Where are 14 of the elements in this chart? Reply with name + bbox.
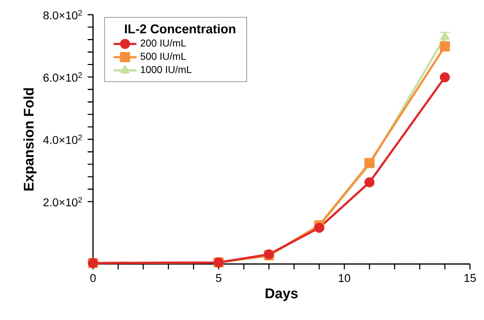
- y-tick-label: 2.0×10$^{2}$: [43, 196, 82, 206]
- y-tick-label: 6.0×10$^{2}$: [43, 72, 82, 82]
- x-tick-label: 5: [216, 274, 222, 282]
- x-axis-title: Days: [266, 288, 298, 302]
- legend-title: IL-2 Concentration: [125, 24, 236, 34]
- legend-label: 500 IU/mL: [140, 52, 186, 60]
- legend-label: 1000 IU/mL: [140, 66, 192, 74]
- x-tick-label: 15: [464, 274, 476, 282]
- y-tick-label: 4.0×10$^{2}$: [43, 134, 82, 144]
- x-tick-label: 0: [90, 274, 96, 282]
- legend-label: 200 IU/mL: [140, 39, 186, 47]
- y-axis-title: Expansion Fold: [23, 88, 36, 190]
- y-tick-label: 8.0×10$^{2}$: [43, 10, 82, 20]
- x-tick-label: 10: [338, 274, 350, 282]
